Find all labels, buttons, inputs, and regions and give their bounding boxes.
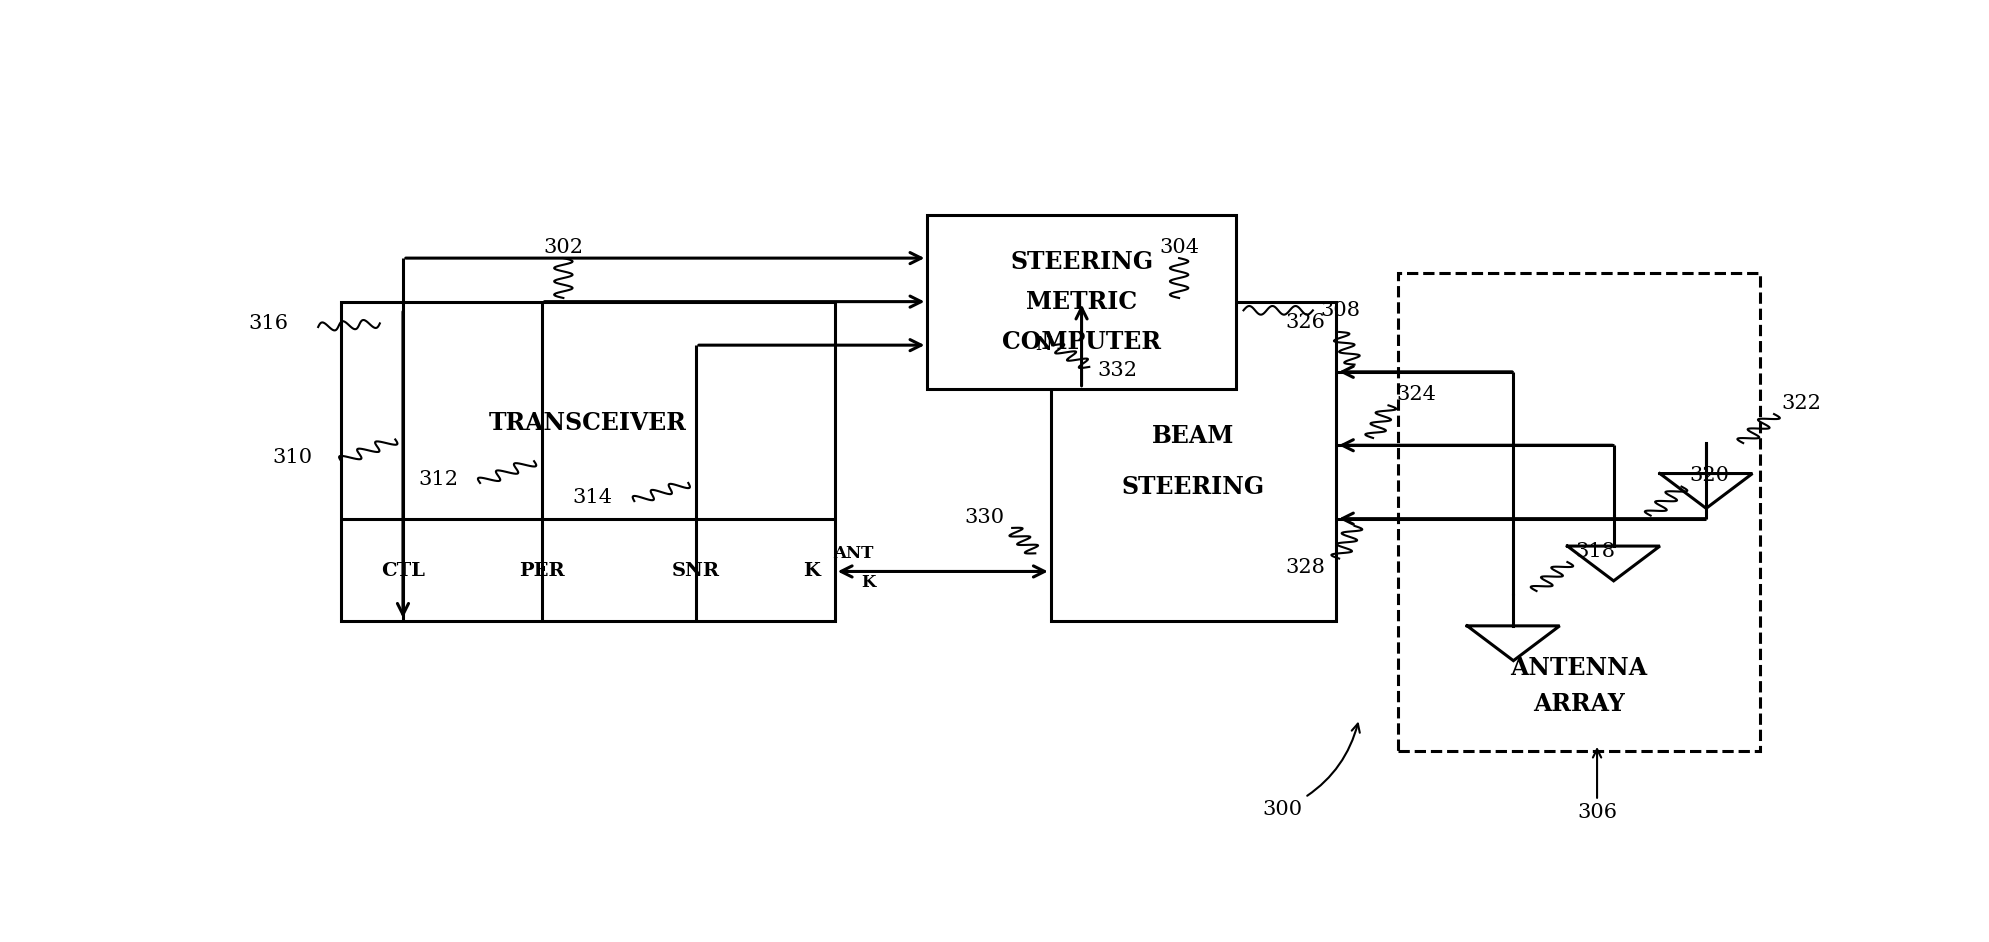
- Text: STEERING: STEERING: [1010, 250, 1152, 274]
- Text: 328: 328: [1285, 559, 1325, 577]
- Text: STEERING: STEERING: [1122, 475, 1265, 498]
- Text: 308: 308: [1321, 300, 1360, 320]
- Text: METRIC: METRIC: [1026, 289, 1136, 314]
- Text: ANTENNA: ANTENNA: [1510, 656, 1647, 680]
- Text: 306: 306: [1575, 749, 1617, 822]
- Text: 316: 316: [249, 314, 288, 333]
- Text: 310: 310: [272, 448, 312, 467]
- Text: ANT: ANT: [833, 544, 873, 561]
- Text: SNR: SNR: [672, 562, 720, 580]
- Text: 326: 326: [1285, 313, 1325, 332]
- Bar: [1050, 301, 1335, 621]
- Text: 318: 318: [1575, 542, 1615, 560]
- Text: N: N: [1034, 336, 1050, 354]
- Text: 314: 314: [573, 488, 613, 507]
- Bar: [1396, 272, 1758, 752]
- Text: 322: 322: [1780, 394, 1820, 413]
- Text: K: K: [804, 562, 819, 580]
- Text: 300: 300: [1261, 723, 1358, 819]
- Text: K: K: [861, 574, 875, 591]
- Text: 332: 332: [1096, 361, 1136, 380]
- Text: 304: 304: [1158, 237, 1199, 257]
- Text: 324: 324: [1396, 385, 1436, 404]
- Text: 312: 312: [418, 470, 457, 489]
- Text: TRANSCEIVER: TRANSCEIVER: [489, 411, 686, 435]
- Text: 302: 302: [543, 237, 583, 257]
- Bar: [342, 301, 835, 621]
- Text: 330: 330: [965, 508, 1004, 527]
- Bar: [927, 215, 1235, 389]
- Text: BEAM: BEAM: [1152, 424, 1233, 447]
- Text: 320: 320: [1689, 466, 1728, 485]
- Text: ARRAY: ARRAY: [1532, 692, 1623, 716]
- Text: COMPUTER: COMPUTER: [1002, 330, 1160, 353]
- Text: PER: PER: [519, 562, 565, 580]
- Text: CTL: CTL: [380, 562, 426, 580]
